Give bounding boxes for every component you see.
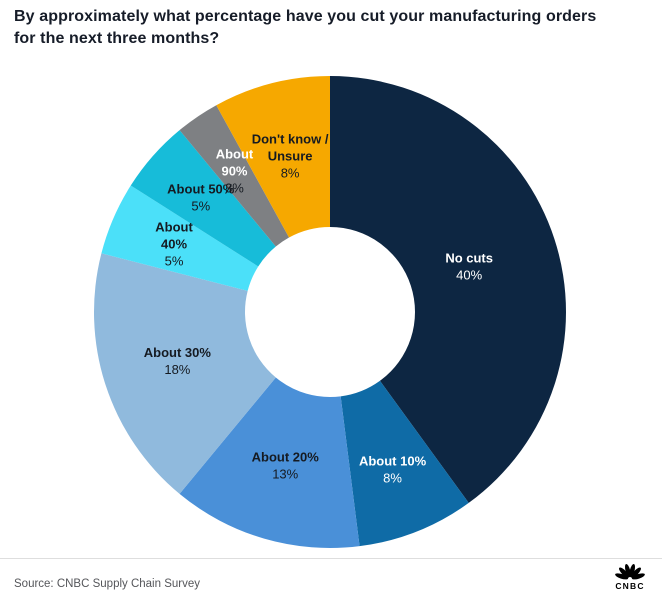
donut-segment-3 — [94, 253, 276, 494]
footer-divider — [0, 558, 662, 559]
donut-segment-5 — [130, 130, 276, 267]
donut-segment-0 — [330, 76, 566, 503]
donut-segment-4 — [101, 185, 259, 291]
segment-label-6: About 90% 3% — [216, 146, 254, 195]
segment-label-7: Don't know / Unsure 8% — [252, 132, 329, 181]
donut-segment-2 — [179, 377, 360, 548]
segment-label-5: About 50% 5% — [167, 182, 235, 214]
peacock-icon — [615, 563, 645, 580]
segment-label-3: About 30% 18% — [144, 345, 212, 377]
segment-label-4: About 40% 5% — [155, 220, 193, 269]
chart-title: By approximately what percentage have yo… — [14, 8, 597, 47]
donut-segment-1 — [340, 380, 469, 547]
segment-label-1: About 10% 8% — [359, 453, 427, 485]
segment-label-0: No cuts 40% — [445, 250, 493, 282]
cnbc-logo: CNBC — [610, 563, 650, 591]
cnbc-logo-text: CNBC — [615, 581, 645, 591]
source-text: Source: CNBC Supply Chain Survey — [14, 578, 200, 590]
donut-segment-7 — [216, 76, 330, 238]
segment-label-2: About 20% 13% — [252, 450, 320, 482]
donut-segment-6 — [179, 105, 290, 247]
